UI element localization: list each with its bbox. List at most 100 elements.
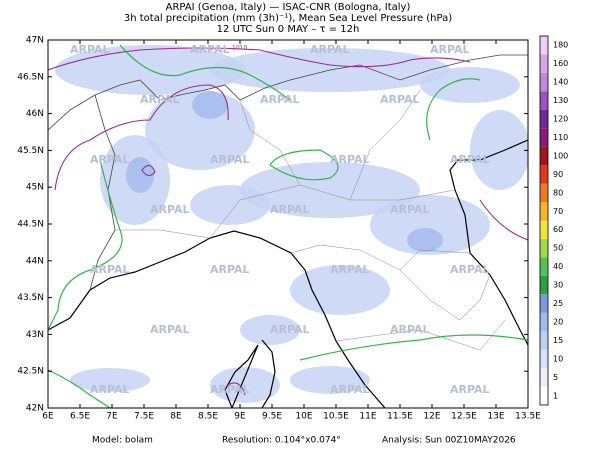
colorbar-label: 110 xyxy=(553,133,568,142)
lon-label: 11.5E xyxy=(387,412,413,422)
lat-label: 42.5N xyxy=(17,367,44,377)
colorbar-label: 80 xyxy=(553,188,563,197)
colorbar-label: 10 xyxy=(553,354,563,363)
lon-label: 7E xyxy=(106,412,118,422)
colorbar-label: 60 xyxy=(553,225,563,234)
watermark: ARPAL xyxy=(90,263,130,276)
title-line: 3h total precipitation (mm (3h)⁻¹), Mean… xyxy=(124,13,452,24)
lon-label: 9.5E xyxy=(262,412,282,422)
lat-label: 46.5N xyxy=(17,72,44,82)
colorbar-frame xyxy=(539,35,549,406)
borders xyxy=(48,54,528,351)
colorbar-label: 120 xyxy=(553,115,568,124)
watermark: ARPAL xyxy=(450,153,490,166)
watermark: ARPAL xyxy=(450,263,490,276)
precipitation xyxy=(55,45,528,403)
colorbar-label: 130 xyxy=(553,96,568,105)
watermark: ARPAL xyxy=(210,153,250,166)
lon-label: 8E xyxy=(170,412,182,422)
colorbar-label: 140 xyxy=(553,78,568,87)
colorbar-segment xyxy=(540,54,548,73)
coastline xyxy=(48,139,528,408)
colorbar-segment xyxy=(540,386,548,405)
colorbar-label: 15 xyxy=(553,336,563,345)
lon-label: 10E xyxy=(295,412,312,422)
colorbar-label: 180 xyxy=(553,41,568,50)
colorbar-segment xyxy=(540,183,548,203)
colorbar-label: 50 xyxy=(553,244,563,253)
colorbar-segment xyxy=(540,146,548,166)
colorbar-label: 5 xyxy=(553,373,558,382)
colorbar-segment xyxy=(540,128,548,147)
lon-label: 7.5E xyxy=(134,412,154,422)
lat-label: 43N xyxy=(26,330,44,340)
lon-label: 12.5E xyxy=(451,412,477,422)
watermarks: ARPAL ARPAL ARPAL ARPAL ARPAL ARPAL ARPAL ARPAL… xyxy=(70,43,490,396)
lon-label: 13.5E xyxy=(515,412,541,422)
watermark: ARPAL xyxy=(210,263,250,276)
colorbar-segment xyxy=(540,202,548,221)
lon-label: 10.5E xyxy=(323,412,349,422)
footer-model: Model: bolam xyxy=(92,436,153,446)
lon-label: 6E xyxy=(42,412,54,422)
colorbar-label: 100 xyxy=(553,151,568,160)
footer-analysis: Analysis: Sun 00Z10MAY2026 xyxy=(382,436,516,446)
watermark: ARPAL xyxy=(330,153,370,166)
colorbar-segment xyxy=(540,36,548,55)
lat-label: 45.5N xyxy=(17,146,44,156)
lat-label: 47N xyxy=(26,36,44,46)
lon-label: 9E xyxy=(234,412,246,422)
lon-label: 12E xyxy=(423,412,440,422)
title-line: ARPAI (Genoa, Italy) — ISAC-CNR (Bologna… xyxy=(166,2,411,13)
colorbar-segment xyxy=(540,294,548,313)
watermark: ARPAL xyxy=(70,43,110,56)
colorbar-segment xyxy=(540,109,548,129)
colorbar-segment xyxy=(540,349,548,369)
lat-label: 43.5N xyxy=(17,293,44,303)
footer-resolution: Resolution: 0.104°x0.074° xyxy=(222,436,341,446)
watermark: ARPAL xyxy=(270,323,310,336)
watermark: ARPAL xyxy=(430,43,470,56)
contour-label: 1010 xyxy=(232,45,247,52)
watermark: ARPAL xyxy=(270,203,310,216)
watermark: ARPAL xyxy=(380,93,420,106)
colorbar-label: 1 xyxy=(553,391,558,400)
watermark: ARPAL xyxy=(450,383,490,396)
watermark: ARPAL xyxy=(390,203,430,216)
lat-label: 45N xyxy=(26,183,44,193)
watermark: ARPAL xyxy=(90,153,130,166)
lat-label: 42N xyxy=(26,404,44,414)
colorbar-segment xyxy=(540,312,548,332)
colorbar-label: 160 xyxy=(553,59,568,68)
watermark: ARPAL xyxy=(150,323,190,336)
colorbar-segment xyxy=(540,165,548,184)
watermark: ARPAL xyxy=(190,43,230,56)
colorbar: 1510152025304050607080901001101201301401… xyxy=(539,35,568,406)
watermark: ARPAL xyxy=(150,203,190,216)
lon-label: 6.5E xyxy=(70,412,90,422)
colorbar-segment xyxy=(540,368,548,387)
pressure-isobars xyxy=(48,44,528,408)
colorbar-segment xyxy=(540,331,548,350)
lon-label: 11E xyxy=(359,412,376,422)
colorbar-segment xyxy=(540,257,548,276)
colorbar-segment xyxy=(540,275,548,295)
colorbar-segment xyxy=(540,72,548,92)
watermark: ARPAL xyxy=(330,383,370,396)
lon-label: 13E xyxy=(487,412,504,422)
colorbar-label: 30 xyxy=(553,281,563,290)
lat-label: 44N xyxy=(26,256,44,266)
watermark: ARPAL xyxy=(210,383,250,396)
lon-label: 8.5E xyxy=(198,412,218,422)
watermark: ARPAL xyxy=(310,43,350,56)
watermark: ARPAL xyxy=(140,93,180,106)
colorbar-label: 40 xyxy=(553,262,563,271)
watermark: ARPAL xyxy=(390,323,430,336)
map-area: ARPAL ARPAL ARPAL ARPAL ARPAL ARPAL ARPAL ARPAL… xyxy=(48,40,528,408)
colorbar-segment xyxy=(540,238,548,258)
lat-label: 46N xyxy=(26,109,44,119)
colorbar-segment xyxy=(540,220,548,239)
colorbar-label: 70 xyxy=(553,207,563,216)
watermark: ARPAL xyxy=(330,263,370,276)
